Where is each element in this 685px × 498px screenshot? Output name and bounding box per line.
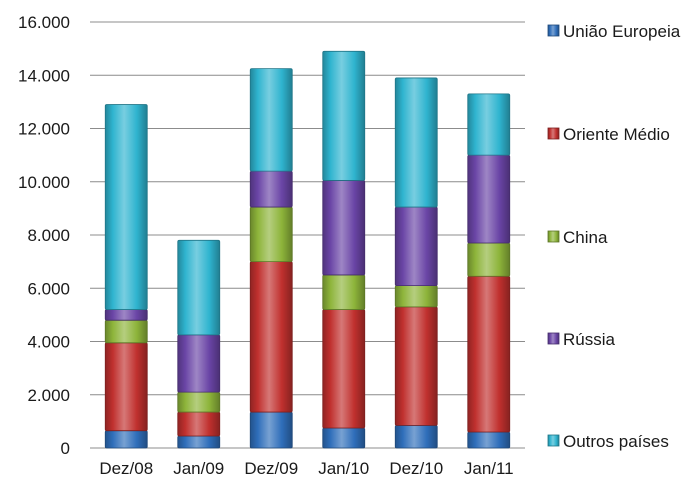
x-tick-label: Dez/09: [244, 459, 298, 478]
bar-segment-china-jan-11: [467, 242, 511, 277]
legend-label: Outros países: [563, 432, 669, 451]
bar-segment-china-jan-10: [322, 274, 366, 310]
bar-segment-r-ssia-dez-10: [394, 206, 438, 286]
bar-segment-china-jan-09: [177, 391, 221, 413]
y-tick-label: 0: [61, 439, 70, 458]
y-tick-label: 6.000: [27, 279, 70, 298]
bar-segment-uni-o-europeia-jan-11: [467, 431, 511, 449]
legend: União Europeia Oriente Médio China Rússia Ou…: [547, 22, 681, 451]
legend-swatch: [547, 24, 560, 37]
bar-segment-outros-pa-ses-dez-09: [249, 68, 293, 172]
bar-segment-uni-o-europeia-dez-10: [394, 424, 438, 449]
legend-label: Rússia: [563, 330, 616, 349]
y-tick-label: 2.000: [27, 386, 70, 405]
y-tick-label: 8.000: [27, 226, 70, 245]
y-axis-tick-labels: 0 2.000 4.000 6.000 8.000 10.000 12.000 14.000 1…: [18, 13, 70, 458]
bar-segment-oriente-m-dio-dez-09: [249, 261, 293, 413]
x-tick-label: Dez/10: [389, 459, 443, 478]
legend-swatch: [547, 332, 560, 345]
legend-swatch: [547, 127, 560, 140]
bars: [104, 50, 511, 449]
bar-segment-oriente-m-dio-jan-09: [177, 411, 221, 437]
bar-segment-outros-pa-ses-dez-10: [394, 77, 438, 208]
bar-segment-uni-o-europeia-dez-08: [104, 430, 148, 449]
bar-segment-r-ssia-dez-08: [104, 309, 148, 321]
bar-segment-uni-o-europeia-dez-09: [249, 411, 293, 449]
x-tick-label: Jan/11: [464, 459, 514, 478]
bar-segment-oriente-m-dio-jan-11: [467, 275, 511, 433]
bar-segment-uni-o-europeia-jan-09: [177, 435, 221, 449]
bar-segment-r-ssia-jan-10: [322, 180, 366, 276]
bar-segment-oriente-m-dio-dez-08: [104, 342, 148, 432]
legend-label: Oriente Médio: [563, 125, 670, 144]
bar-segment-outros-pa-ses-jan-09: [177, 239, 221, 336]
legend-swatch: [547, 434, 560, 447]
y-tick-label: 10.000: [18, 173, 70, 192]
y-tick-label: 16.000: [18, 13, 70, 32]
x-tick-label: Jan/09: [173, 459, 224, 478]
bar-segment-r-ssia-jan-11: [467, 154, 511, 244]
bar-segment-oriente-m-dio-jan-10: [322, 309, 366, 429]
bar-segment-china-dez-09: [249, 206, 293, 263]
bar-segment-r-ssia-dez-09: [249, 170, 293, 208]
gridlines: [90, 21, 525, 449]
y-tick-label: 12.000: [18, 120, 70, 139]
bar-segment-outros-pa-ses-dez-08: [104, 104, 148, 310]
bar-segment-china-dez-08: [104, 319, 148, 344]
x-axis-tick-labels: Dez/08 Jan/09 Dez/09 Jan/10 Dez/10 Jan/11: [99, 459, 513, 478]
x-tick-label: Jan/10: [318, 459, 369, 478]
y-tick-label: 14.000: [18, 66, 70, 85]
bar-segment-outros-pa-ses-jan-11: [467, 93, 511, 156]
bar-segment-uni-o-europeia-jan-10: [322, 427, 366, 449]
legend-swatch: [547, 230, 560, 243]
bar-segment-outros-pa-ses-jan-10: [322, 50, 366, 181]
x-tick-label: Dez/08: [99, 459, 153, 478]
legend-label: União Europeia: [563, 22, 681, 41]
bar-segment-r-ssia-jan-09: [177, 334, 221, 393]
bar-segment-china-dez-10: [394, 285, 438, 308]
bar-segment-oriente-m-dio-dez-10: [394, 306, 438, 426]
legend-label: China: [563, 228, 608, 247]
y-tick-label: 4.000: [27, 333, 70, 352]
